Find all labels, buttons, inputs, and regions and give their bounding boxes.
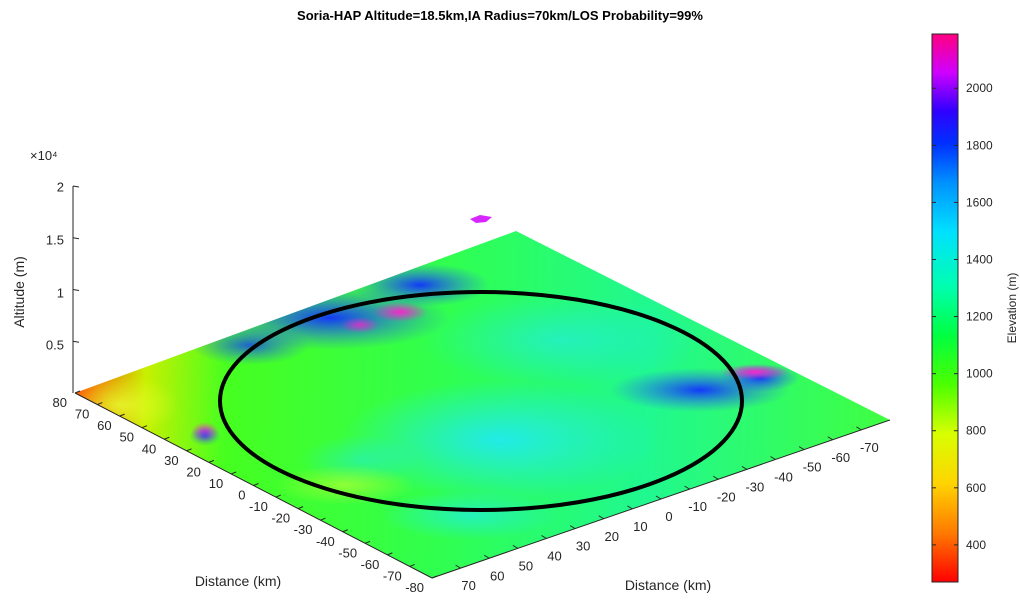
colorbar-tick-label: 1000 [966, 367, 993, 381]
y-tick [712, 475, 719, 480]
y-tick [512, 544, 519, 549]
y-tick-label: 70 [461, 578, 475, 593]
x-tick-label: 30 [164, 453, 178, 468]
x-tick-label: 20 [186, 464, 200, 479]
x-tick [141, 425, 148, 429]
colorbar [931, 33, 959, 583]
y-tick-label: -20 [717, 489, 736, 504]
y-tick [627, 505, 633, 510]
y-tick [741, 465, 748, 470]
x-tick-label: -80 [405, 580, 424, 595]
y-tick [770, 456, 776, 460]
x-tick [409, 563, 415, 567]
x-tick-label: -10 [249, 499, 268, 514]
y-tick-label: -70 [860, 440, 879, 455]
y-tick-label: 50 [519, 558, 533, 573]
y-tick [483, 554, 490, 559]
x-tick [320, 517, 326, 521]
y-tick [856, 426, 862, 431]
x-tick [74, 390, 81, 394]
x-tick-label: -20 [271, 511, 290, 526]
y-tick-label: -50 [803, 460, 822, 475]
x-axis-ticks: 80 70 60 50 40 30 20 10 0 -10-20 -30-40-50 -60-70-8… [53, 390, 438, 595]
x-tick [364, 540, 371, 544]
x-tick [119, 413, 125, 417]
z-tick [72, 237, 80, 240]
y-tick-label: -40 [774, 470, 793, 485]
y-axis-label: Distance (km) [625, 577, 711, 593]
y-tick-label: -10 [688, 499, 707, 514]
y-tick-label: 60 [490, 568, 504, 583]
y-tick-label: 30 [576, 539, 590, 554]
x-tick-label: 50 [119, 430, 133, 445]
terrain-surface [75, 215, 890, 578]
colorbar-tick-label: 600 [966, 481, 986, 495]
z-axis-label: Altitude (m) [11, 256, 27, 328]
y-tick-label: 0 [665, 509, 672, 524]
y-axis-ticks: 70 60 50 40 30 20 10 0 -10 -20 -30 -40 -50 -60 -70 [455, 426, 879, 593]
x-tick [297, 506, 304, 510]
y-tick [598, 515, 605, 520]
x-tick-label: 80 [53, 395, 67, 410]
y-tick [684, 485, 690, 490]
colorbar-tick-label: 2000 [966, 81, 993, 95]
colorbar-tick-label: 1800 [966, 138, 993, 152]
z-tick-label: 1.5 [46, 232, 64, 247]
x-tick-label: 60 [97, 418, 111, 433]
colorbar-tick-label: 1600 [966, 195, 993, 209]
z-axis-ticks [72, 185, 80, 343]
x-tick-label: -50 [338, 545, 357, 560]
x-tick-label: -40 [316, 534, 335, 549]
colorbar-label: Elevation (m) [1005, 273, 1019, 344]
x-tick [231, 471, 237, 475]
x-tick-label: 0 [238, 488, 245, 503]
y-tick-label: -30 [745, 479, 764, 494]
los-circle [218, 290, 744, 512]
x-tick-label: -30 [294, 522, 313, 537]
z-tick-label: 2 [57, 179, 64, 194]
z-tick [72, 340, 80, 343]
y-tick [827, 436, 834, 441]
x-tick [342, 529, 348, 533]
y-tick-label: 40 [547, 549, 561, 564]
z-tick [72, 289, 80, 291]
y-tick [455, 564, 461, 569]
chart-title: Soria-HAP Altitude=18.5km,IA Radius=70km… [297, 8, 703, 23]
y-tick [655, 495, 662, 500]
colorbar-ticks: 400 600 800 1000 1200 1400 1600 1800 2000 [932, 81, 993, 552]
y-tick-label: 20 [605, 529, 619, 544]
colorbar-tick-label: 800 [966, 424, 986, 438]
x-tick-label: -70 [383, 568, 402, 583]
z-tick [72, 185, 80, 188]
x-tick [253, 483, 259, 486]
y-tick [569, 525, 576, 530]
x-tick [208, 459, 215, 463]
colorbar-tick-label: 1200 [966, 310, 993, 324]
x-axis-label: Distance (km) [195, 573, 281, 589]
colorbar-tick-label: 1400 [966, 252, 993, 266]
x-tick [275, 494, 281, 498]
x-tick-label: 40 [142, 441, 156, 456]
x-tick-label: 70 [75, 407, 89, 422]
x-tick-label: -60 [361, 557, 380, 572]
z-tick-label: 0.5 [46, 337, 64, 352]
y-tick [798, 446, 805, 451]
y-tick-label: -60 [831, 450, 850, 465]
x-tick [186, 448, 192, 452]
z-exponent-label: ×10⁴ [30, 148, 58, 163]
z-axis-tick-labels: 0.5 1 1.5 2 [46, 179, 64, 352]
colorbar-tick-label: 400 [966, 538, 986, 552]
x-tick [164, 436, 170, 440]
x-tick [387, 552, 393, 556]
y-tick-label: 10 [633, 519, 647, 534]
x-tick [97, 402, 103, 406]
y-tick [541, 535, 547, 539]
x-tick-label: 10 [209, 476, 223, 491]
z-tick-label: 1 [57, 285, 64, 300]
